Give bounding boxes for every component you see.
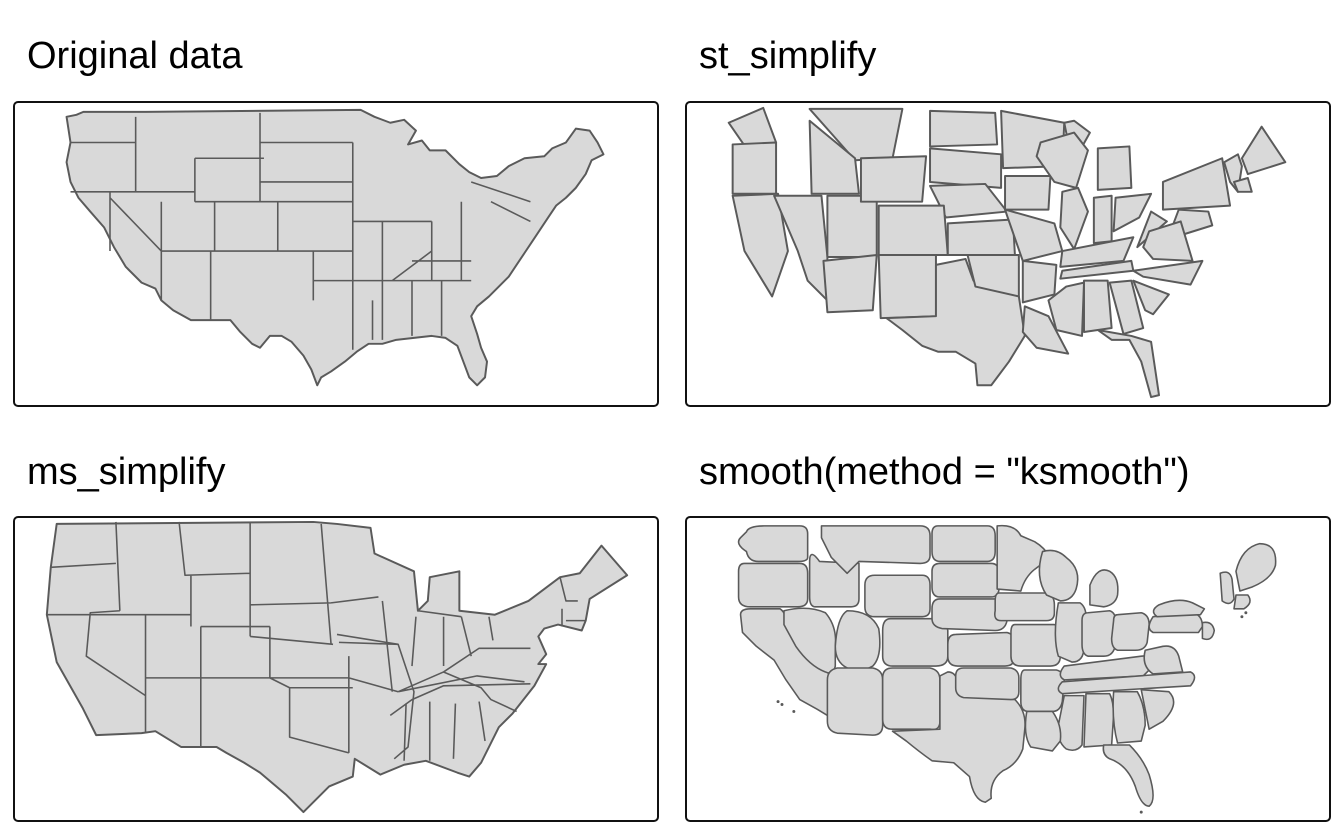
panel-title-ms-simplify: ms_simplify xyxy=(27,451,226,493)
us-states-ms-simplify xyxy=(45,520,629,814)
map-panel-ms-simplify xyxy=(13,516,659,822)
panel-title-original: Original data xyxy=(27,35,243,77)
map-panel-st-simplify xyxy=(685,101,1331,407)
us-map-ms-simplify xyxy=(45,520,629,814)
us-map-st-simplify xyxy=(727,106,1287,399)
panel-title-ksmooth: smooth(method = "ksmooth") xyxy=(699,451,1190,493)
us-map-original xyxy=(65,108,605,387)
map-panel-ksmooth xyxy=(685,516,1331,822)
us-states-original xyxy=(65,108,605,387)
us-map-ksmooth xyxy=(737,524,1277,814)
map-panel-original xyxy=(13,101,659,407)
panel-title-st-simplify: st_simplify xyxy=(699,35,877,77)
